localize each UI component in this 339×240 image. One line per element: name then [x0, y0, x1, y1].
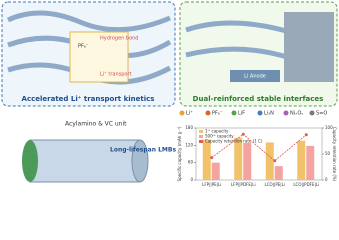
y-tick-label: 60	[188, 160, 194, 165]
cap	[22, 140, 38, 182]
bar	[202, 139, 211, 180]
figure: Hydrogen bond Li⁺ transport PF₆⁻ Li Anod…	[1, 1, 338, 187]
retention-line	[211, 133, 307, 162]
legend: Li⁺ PF₆⁻ LiF Li₃N NiₓOᵧ S=O	[179, 110, 327, 117]
legend-icon	[179, 110, 185, 116]
bar	[211, 162, 220, 180]
label: Li Anode	[244, 74, 266, 80]
anode-block	[284, 12, 334, 82]
cap	[131, 139, 149, 183]
legend-label: 500ᵗʰ capacity	[205, 134, 234, 139]
label: Acylamino & VC unit	[65, 121, 127, 128]
bar	[243, 143, 252, 180]
legend-swatch	[199, 135, 203, 138]
retention-point	[241, 132, 245, 136]
legend-label: NiₓOᵧ	[290, 111, 303, 117]
legend-swatch	[199, 140, 203, 143]
sei-layer	[230, 70, 280, 82]
x-tick-label: LCO||PE|Li	[265, 182, 286, 187]
legend-label: 1ˢᵗ capacity	[205, 129, 229, 134]
bar	[274, 166, 283, 180]
polymer-chains	[185, 20, 291, 61]
legend-label: S=O	[316, 111, 327, 117]
legend-label: PF₆⁻	[212, 111, 223, 117]
label: Hydrogen bond	[100, 36, 138, 42]
bar	[234, 137, 243, 180]
x-tick-label: LFP||PDFE|Li	[231, 182, 256, 187]
y2-tick-label: 50	[325, 151, 331, 156]
y2-tick-label: 0	[325, 177, 328, 182]
legend-icon	[257, 110, 263, 116]
panel-title: Dual-reinforced stable interfaces	[193, 95, 324, 103]
label: PF₆⁻	[78, 44, 89, 50]
label: Li⁺ transport	[100, 72, 132, 78]
legend-swatch	[199, 130, 203, 133]
y-tick-label: 180	[185, 125, 193, 130]
page: {"panels":{"left_title":"Accelerated Li⁺…	[0, 0, 339, 189]
panel-title: Accelerated Li⁺ transport kinetics	[22, 95, 155, 103]
retention-point	[210, 156, 214, 160]
y-tick-label: 0	[190, 177, 193, 182]
zoom-box	[69, 31, 129, 83]
legend-icon	[231, 110, 237, 116]
battery	[22, 139, 149, 183]
x-tick-label: LCO||PDFE|Li	[293, 182, 319, 187]
x-tick-label: LFP||PE|Li	[202, 182, 221, 187]
y2-axis-label: Capacity retention rate (%)	[332, 127, 337, 182]
chart: 0 60 120 180 0 50 100 Specific capacity (mAh g⁻…	[177, 125, 337, 187]
y-axis-label: Specific capacity (mAh g⁻¹)	[177, 126, 182, 181]
legend-icon	[205, 110, 211, 116]
bar	[306, 145, 315, 180]
y-tick-label: 120	[185, 142, 193, 147]
bar	[265, 142, 274, 180]
y2-tick-label: 100	[325, 125, 333, 130]
bar	[297, 140, 306, 180]
label: Long-lifespan LMBs	[110, 147, 176, 154]
legend-label: Li⁺	[186, 111, 193, 117]
retention-point	[304, 133, 308, 137]
legend-icon	[283, 110, 289, 116]
legend-icon	[309, 110, 315, 116]
retention-point	[273, 159, 277, 163]
legend-label: Li₃N	[264, 111, 274, 117]
legend-label: LiF	[238, 111, 245, 117]
